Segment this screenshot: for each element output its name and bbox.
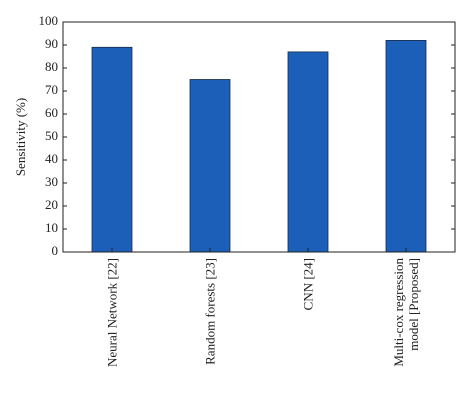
bar bbox=[189, 79, 231, 253]
y-tick-label: 100 bbox=[39, 13, 59, 28]
y-tick-label: 60 bbox=[45, 105, 58, 120]
x-tick-label: Random forests [23] bbox=[202, 258, 218, 365]
y-tick-label: 90 bbox=[45, 36, 58, 51]
bar bbox=[91, 46, 133, 253]
bar bbox=[385, 40, 427, 253]
y-tick-label: 70 bbox=[45, 82, 58, 97]
y-tick-label: 10 bbox=[45, 220, 58, 235]
bar bbox=[287, 51, 329, 253]
y-tick-label: 0 bbox=[52, 243, 59, 258]
plot-frame bbox=[62, 21, 456, 253]
x-tick-label: CNN [24] bbox=[300, 258, 316, 311]
y-tick-label: 50 bbox=[45, 128, 58, 143]
y-tick-label: 80 bbox=[45, 59, 58, 74]
y-tick-label: 40 bbox=[45, 151, 58, 166]
y-tick-label: 30 bbox=[45, 174, 58, 189]
y-tick-label: 20 bbox=[45, 197, 58, 212]
x-tick-label: Neural Network [22] bbox=[104, 258, 120, 368]
x-tick-label: Multi-cox regression model [Proposed] bbox=[391, 258, 421, 367]
y-axis-label: Sensitivity (%) bbox=[13, 98, 28, 176]
